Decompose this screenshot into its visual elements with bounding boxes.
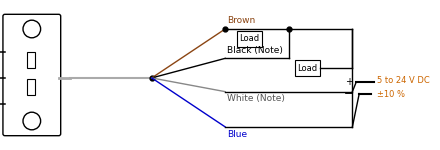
Text: Black (Note): Black (Note) <box>227 46 283 55</box>
Bar <box>27 79 35 95</box>
FancyBboxPatch shape <box>3 14 61 136</box>
Text: Blue: Blue <box>227 130 247 139</box>
Text: Brown: Brown <box>227 16 255 25</box>
Bar <box>237 31 262 47</box>
Text: +: + <box>345 77 353 87</box>
Text: White (Note): White (Note) <box>227 94 285 103</box>
Text: Load: Load <box>297 64 317 73</box>
Text: Load: Load <box>239 34 260 43</box>
Bar <box>27 52 35 68</box>
Bar <box>295 60 320 76</box>
Text: −: − <box>344 89 353 99</box>
Text: ±10 %: ±10 % <box>377 90 405 99</box>
Text: 5 to 24 V DC: 5 to 24 V DC <box>377 76 429 85</box>
